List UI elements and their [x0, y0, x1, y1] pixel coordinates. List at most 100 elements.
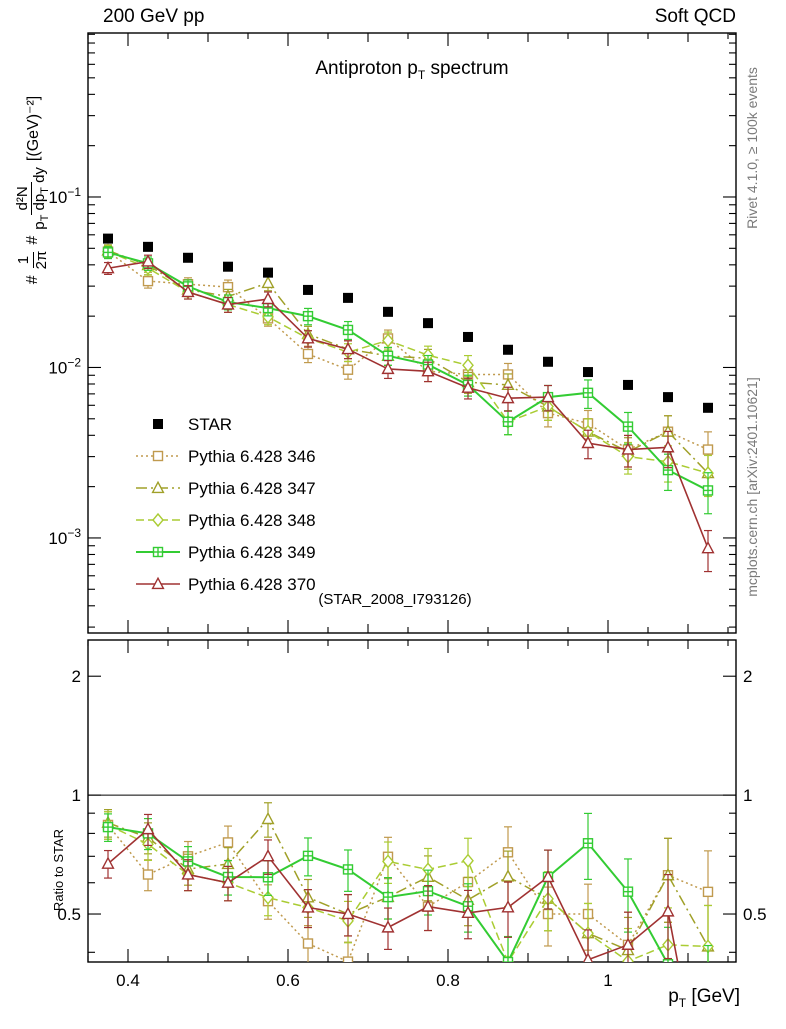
legend: STAR Pythia 6.428 346 Pythia 6.428 347 Pyth… — [136, 415, 316, 594]
y-main-tick-label: 10−1 — [48, 185, 81, 207]
series-line-Pythia-6.428-349 — [107, 251, 709, 492]
data-point-Pythia-6.428-370 — [581, 435, 595, 449]
ratio-point-Pythia-6.428-346 — [222, 837, 234, 848]
analysis-id-watermark: (STAR_2008_I793126) — [318, 591, 471, 608]
data-point-Pythia-6.428-347 — [261, 275, 275, 289]
legend-label: Pythia 6.428 346 — [188, 447, 316, 466]
legend-marker — [153, 419, 163, 429]
data-point-Pythia-6.428-370 — [141, 254, 155, 267]
ratio-point-Pythia-6.428-370 — [101, 856, 115, 869]
fraction-one-over-two-pi: 1 2π — [15, 250, 50, 270]
frac2-numerator: d²N — [14, 182, 33, 215]
plot-title-text: Antiproton p — [315, 58, 418, 79]
data-point-Pythia-6.428-370 — [221, 297, 235, 310]
x-label-sub-t: T — [678, 995, 687, 1010]
ratio-point-Pythia-6.428-370 — [301, 900, 315, 913]
data-point-Pythia-6.428-348 — [262, 309, 274, 324]
main-panel-data — [101, 233, 715, 573]
data-point-STAR — [183, 252, 193, 263]
data-point-Pythia-6.428-346 — [302, 348, 314, 360]
data-point-STAR — [303, 284, 313, 295]
ratio-point-Pythia-6.428-348 — [462, 853, 474, 868]
ratio-point-Pythia-6.428-348 — [382, 854, 394, 869]
x-tick-label: 0.6 — [276, 971, 300, 990]
ratio-point-Pythia-6.428-370 — [221, 875, 235, 888]
data-point-STAR — [223, 261, 233, 272]
ratio-point-Pythia-6.428-370 — [421, 899, 435, 912]
plot-title-subscript: T — [417, 67, 426, 82]
frac1-numerator: 1 — [15, 251, 34, 269]
y-ratio-tick-label: 2 — [72, 667, 81, 686]
ratio-point-Pythia-6.428-370 — [582, 952, 594, 962]
y-main-tick-label: 10−3 — [48, 526, 81, 548]
ratio-point-Pythia-6.428-370 — [461, 905, 475, 918]
ratio-panel-frame — [87, 639, 737, 963]
x-tick-label: 0.4 — [116, 971, 140, 990]
ratio-point-Pythia-6.428-370 — [661, 904, 675, 917]
series-line-Pythia-6.428-346 — [107, 250, 709, 451]
data-point-Pythia-6.428-370 — [101, 260, 115, 274]
mcplots-arxiv-note: mcplots.cern.ch [arXiv:2401.10621] — [744, 377, 760, 597]
legend-marker — [152, 512, 164, 528]
ratio-point-Pythia-6.428-346 — [302, 938, 314, 949]
data-point-Pythia-6.428-370 — [501, 390, 515, 404]
ratio-point-Pythia-6.428-370 — [341, 906, 355, 920]
ratio-point-Pythia-6.428-347 — [501, 869, 515, 882]
den-dy: dy — [31, 167, 49, 188]
rivet-version-note: Rivet 4.1.0, ≥ 100k events — [744, 67, 760, 229]
data-point-Pythia-6.428-370 — [661, 440, 675, 453]
ratio-point-Pythia-6.428-346 — [342, 956, 354, 962]
legend-label: Pythia 6.428 347 — [188, 479, 316, 498]
ratio-line-Pythia-6.428-347 — [107, 817, 709, 952]
data-point-STAR — [543, 356, 553, 367]
fraction-d2n: d²N pT dpT dy — [14, 167, 52, 230]
data-point-Pythia-6.428-370 — [381, 361, 395, 375]
y-ratio-tick-label-right: 0.5 — [743, 905, 767, 924]
data-point-Pythia-6.428-370 — [341, 341, 355, 355]
hash-symbol: # — [24, 275, 41, 285]
ratio-line-Pythia-6.428-349 — [107, 826, 668, 962]
den-sub-t: T — [39, 214, 52, 222]
plot-title-text-2: spectrum — [425, 58, 509, 79]
ratio-point-Pythia-6.428-370 — [181, 867, 195, 880]
legend-marker — [151, 576, 165, 590]
ratio-point-Pythia-6.428-370 — [261, 849, 275, 862]
data-point-Pythia-6.428-370 — [421, 363, 435, 377]
y-ratio-tick-label: 0.5 — [57, 905, 81, 924]
data-point-Pythia-6.428-348 — [462, 358, 474, 373]
ratio-point-Pythia-6.428-346 — [142, 869, 154, 880]
ratio-point-Pythia-6.428-370 — [141, 821, 155, 835]
legend-marker — [152, 450, 164, 462]
axis-ticks — [87, 33, 736, 962]
x-tick-label: 1 — [603, 971, 612, 990]
hash-symbol-2: # — [24, 235, 41, 245]
x-tick-label: 0.8 — [436, 971, 460, 990]
ratio-point-Pythia-6.428-370 — [541, 869, 555, 883]
data-point-Pythia-6.428-370 — [461, 380, 475, 393]
ratio-point-Pythia-6.428-346 — [702, 886, 714, 898]
legend-label: Pythia 6.428 349 — [188, 543, 316, 562]
x-label-units: [GeV] — [686, 986, 740, 1007]
data-point-STAR — [343, 292, 353, 303]
legend-label: STAR — [188, 415, 232, 434]
data-point-Pythia-6.428-346 — [142, 275, 154, 287]
frac1-denominator: 2π — [32, 250, 50, 270]
main-panel-frame — [87, 32, 737, 634]
ratio-panel-data — [101, 802, 715, 962]
y-ratio-tick-label-right: 2 — [743, 667, 752, 686]
y-axis-units: [(GeV)⁻²] — [25, 95, 42, 162]
y-axis-label-ratio: Ratio to STAR — [51, 828, 66, 912]
ratio-line-Pythia-6.428-370 — [107, 828, 679, 962]
process-group-label: Soft QCD — [654, 6, 736, 27]
data-point-STAR — [423, 318, 433, 329]
frac2-denominator: pT dpT dy — [31, 167, 52, 230]
axis-tick-labels: 0.4 0.6 0.8 1 10−3 10−2 10−1 0.5 0.5 1 1 2 2 — [48, 185, 766, 990]
ratio-point-Pythia-6.428-370 — [621, 937, 635, 950]
data-point-Pythia-6.428-348 — [382, 333, 394, 348]
series-line-Pythia-6.428-347 — [107, 249, 709, 474]
data-point-STAR — [263, 267, 273, 278]
y-ratio-tick-label: 1 — [72, 786, 81, 805]
data-point-STAR — [583, 367, 593, 378]
x-label-p: p — [668, 986, 679, 1007]
